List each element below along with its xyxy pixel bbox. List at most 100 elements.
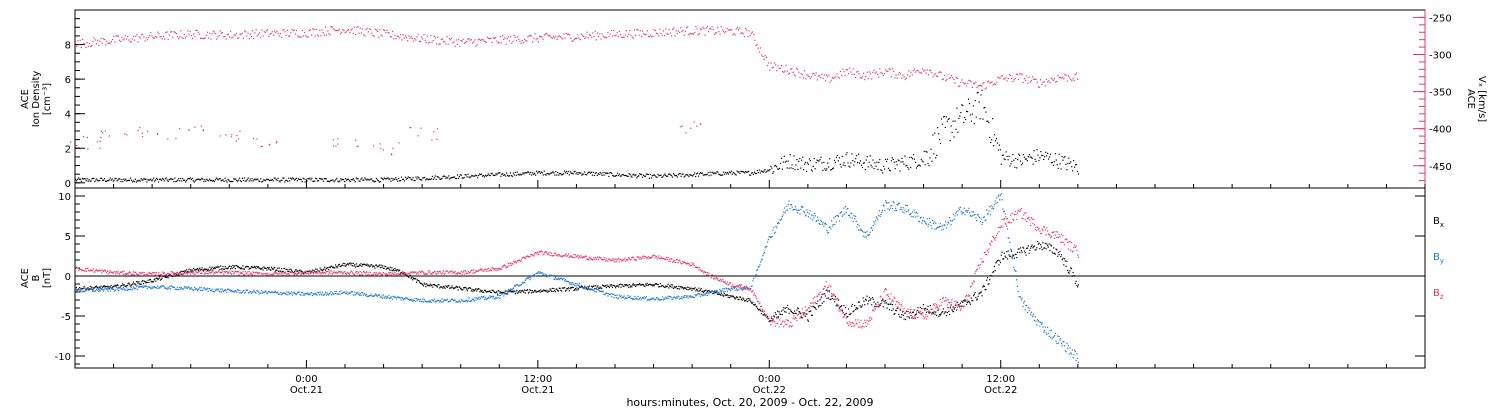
b-point-by — [1076, 360, 1077, 361]
b-point-by — [1005, 213, 1006, 214]
b-point-bx — [671, 284, 672, 285]
velocity-point — [398, 36, 399, 37]
b-point-bz — [253, 272, 254, 273]
density-point — [344, 181, 345, 182]
b-point-by — [483, 296, 484, 297]
b-point-bz — [114, 271, 115, 272]
b-point-bx — [948, 311, 949, 312]
b-point-bx — [678, 286, 679, 287]
b-point-bx — [836, 305, 837, 306]
b-point-bx — [532, 290, 533, 291]
b-point-by — [784, 207, 785, 208]
velocity-point — [661, 33, 662, 34]
velocity-point-sparse — [383, 149, 384, 150]
b-point-by — [557, 279, 558, 280]
density-point — [593, 172, 594, 173]
b-point-bx — [618, 286, 619, 287]
b-point-by — [907, 205, 908, 206]
velocity-point — [942, 79, 943, 80]
b-point-by — [878, 215, 879, 216]
b-point-bx — [281, 268, 282, 269]
velocity-point-sparse — [78, 147, 79, 148]
velocity-point — [864, 79, 865, 80]
velocity-point — [866, 72, 867, 73]
b-point-bx — [819, 305, 820, 306]
density-point — [577, 174, 578, 175]
density-point — [663, 175, 664, 176]
b-point-by — [521, 284, 522, 285]
b-point-bx — [667, 286, 668, 287]
b-point-bx — [569, 290, 570, 291]
b-point-bx — [284, 268, 285, 269]
density-point — [963, 122, 964, 123]
velocity-point — [422, 38, 423, 39]
b-point-by — [985, 219, 986, 220]
b-point-by — [196, 288, 197, 289]
b-point-bx — [193, 268, 194, 269]
velocity-point — [906, 78, 907, 79]
b-point-bx — [679, 288, 680, 289]
velocity-point — [78, 44, 79, 45]
velocity-point — [279, 35, 280, 36]
density-point — [200, 179, 201, 180]
density-point — [178, 178, 179, 179]
b-point-by — [958, 210, 959, 211]
b-point-bx — [862, 304, 863, 305]
b-point-by — [324, 294, 325, 295]
velocity-point — [461, 40, 462, 41]
density-point — [978, 92, 979, 93]
b-point-by — [1035, 321, 1036, 322]
b-point-bx — [1012, 257, 1013, 258]
velocity-point — [564, 38, 565, 39]
density-point — [672, 176, 673, 177]
b-point-bz — [211, 272, 212, 273]
density-point — [205, 181, 206, 182]
density-point — [454, 177, 455, 178]
velocity-point — [278, 33, 279, 34]
b-point-by — [931, 228, 932, 229]
velocity-point — [436, 43, 437, 44]
density-point — [1072, 170, 1073, 171]
b-point-bx — [448, 285, 449, 286]
velocity-point — [258, 34, 259, 35]
velocity-point — [1005, 77, 1006, 78]
b-point-bx — [860, 305, 861, 306]
b-point-by — [428, 300, 429, 301]
density-point — [883, 166, 884, 167]
b-point-bx — [798, 308, 799, 309]
b-point-bx — [1031, 246, 1032, 247]
density-point — [895, 168, 896, 169]
b-point-bx — [376, 265, 377, 266]
b-point-by — [1048, 333, 1049, 334]
b-point-by — [789, 200, 790, 201]
velocity-point — [542, 39, 543, 40]
b-point-by — [258, 291, 259, 292]
velocity-point — [561, 37, 562, 38]
density-point — [523, 173, 524, 174]
b-point-bz — [187, 274, 188, 275]
density-point — [937, 127, 938, 128]
velocity-point — [926, 73, 927, 74]
velocity-point — [1057, 75, 1058, 76]
b-point-bx — [873, 302, 874, 303]
b-point-bx — [451, 287, 452, 288]
b-point-by — [636, 298, 637, 299]
velocity-point — [954, 82, 955, 83]
density-point — [569, 174, 570, 175]
velocity-point — [377, 31, 378, 32]
b-point-bx — [1056, 249, 1057, 250]
velocity-point — [414, 38, 415, 39]
b-point-by — [1063, 341, 1064, 342]
b-point-by — [421, 301, 422, 302]
b-point-bz — [164, 272, 165, 273]
b-point-by — [424, 299, 425, 300]
density-point — [935, 157, 936, 158]
velocity-point — [478, 39, 479, 40]
velocity-point — [878, 76, 879, 77]
velocity-point — [894, 77, 895, 78]
b-point-bx — [201, 269, 202, 270]
density-point — [617, 173, 618, 174]
velocity-point-sparse — [109, 135, 110, 136]
density-point — [650, 174, 651, 175]
b-point-bx — [1039, 243, 1040, 244]
